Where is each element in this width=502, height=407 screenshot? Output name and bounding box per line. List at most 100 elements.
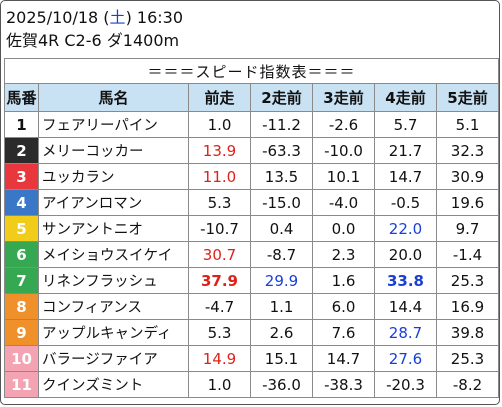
horse-name: アップルキャンディ	[38, 319, 189, 346]
5-races-ago-index: -8.2	[436, 371, 499, 398]
3-races-ago-index: -4.0	[312, 189, 375, 216]
4-races-ago-index: 14.4	[374, 293, 437, 320]
5-races-ago-index: 5.1	[436, 111, 499, 138]
2-races-ago-index: -8.7	[250, 241, 313, 268]
4-races-ago-index: -20.3	[374, 371, 437, 398]
horse-number: 6	[4, 241, 39, 268]
horse-name: リネンフラッシュ	[38, 267, 189, 294]
race-date: 2025/10/18 (	[6, 8, 110, 27]
3-races-ago-index: 1.6	[312, 267, 375, 294]
horse-number: 7	[4, 267, 39, 294]
horse-name: ユッカラン	[38, 163, 189, 190]
horse-number: 10	[4, 345, 39, 372]
2-races-ago-index: -63.3	[250, 137, 313, 164]
3-races-ago-index: 0.0	[312, 215, 375, 242]
horse-number: 5	[4, 215, 39, 242]
race-weekday: 土	[109, 8, 126, 27]
col-header-2-races-ago: 2走前	[250, 83, 313, 112]
4-races-ago-index: 33.8	[374, 267, 437, 294]
table-row: 6 メイショウスイケイ 30.7 -8.7 2.3 20.0 -1.4	[4, 241, 499, 268]
last-race-index: 5.3	[188, 189, 251, 216]
table-row: 4 アイアンロマン 5.3 -15.0 -4.0 -0.5 19.6	[4, 189, 499, 216]
4-races-ago-index: 20.0	[374, 241, 437, 268]
5-races-ago-index: -1.4	[436, 241, 499, 268]
speed-index-table: ＝＝＝スピード指数表＝＝＝ 馬番 馬名 前走 2走前 3走前 4走前 5走前 1…	[4, 58, 499, 398]
table-row: 10 バラージファイア 14.9 15.1 14.7 27.6 25.3	[4, 345, 499, 372]
last-race-index: 1.0	[188, 111, 251, 138]
5-races-ago-index: 30.9	[436, 163, 499, 190]
last-race-index: 1.0	[188, 371, 251, 398]
horse-number: 8	[4, 293, 39, 320]
2-races-ago-index: -11.2	[250, 111, 313, 138]
3-races-ago-index: -38.3	[312, 371, 375, 398]
horse-number: 1	[4, 111, 39, 138]
3-races-ago-index: -2.6	[312, 111, 375, 138]
horse-name: フェアリーパイン	[38, 111, 189, 138]
5-races-ago-index: 25.3	[436, 267, 499, 294]
table-row: 7 リネンフラッシュ 37.9 29.9 1.6 33.8 25.3	[4, 267, 499, 294]
horse-name: メリーコッカー	[38, 137, 189, 164]
horse-number: 9	[4, 319, 39, 346]
5-races-ago-index: 32.3	[436, 137, 499, 164]
col-header-number: 馬番	[4, 83, 39, 112]
horse-number: 2	[4, 137, 39, 164]
race-time: ) 16:30	[125, 8, 183, 27]
last-race-index: 37.9	[188, 267, 251, 294]
horse-number: 11	[4, 371, 39, 398]
last-race-index: 5.3	[188, 319, 251, 346]
2-races-ago-index: -15.0	[250, 189, 313, 216]
table-title: ＝＝＝スピード指数表＝＝＝	[4, 58, 499, 84]
4-races-ago-index: 5.7	[374, 111, 437, 138]
table-row: 2 メリーコッカー 13.9 -63.3 -10.0 21.7 32.3	[4, 137, 499, 164]
horse-name: メイショウスイケイ	[38, 241, 189, 268]
2-races-ago-index: 0.4	[250, 215, 313, 242]
4-races-ago-index: 21.7	[374, 137, 437, 164]
col-header-horse-name: 馬名	[38, 83, 189, 112]
last-race-index: 13.9	[188, 137, 251, 164]
4-races-ago-index: 22.0	[374, 215, 437, 242]
last-race-index: 30.7	[188, 241, 251, 268]
4-races-ago-index: 14.7	[374, 163, 437, 190]
race-info: 佐賀4R C2-6 ダ1400m	[6, 31, 180, 50]
2-races-ago-index: 2.6	[250, 319, 313, 346]
2-races-ago-index: 13.5	[250, 163, 313, 190]
col-header-last-race: 前走	[188, 83, 251, 112]
4-races-ago-index: -0.5	[374, 189, 437, 216]
2-races-ago-index: 15.1	[250, 345, 313, 372]
race-datetime: 2025/10/18 (土) 16:30	[6, 8, 183, 28]
3-races-ago-index: 6.0	[312, 293, 375, 320]
3-races-ago-index: 7.6	[312, 319, 375, 346]
5-races-ago-index: 19.6	[436, 189, 499, 216]
3-races-ago-index: 10.1	[312, 163, 375, 190]
2-races-ago-index: 1.1	[250, 293, 313, 320]
horse-number: 4	[4, 189, 39, 216]
5-races-ago-index: 9.7	[436, 215, 499, 242]
table-row: 3 ユッカラン 11.0 13.5 10.1 14.7 30.9	[4, 163, 499, 190]
5-races-ago-index: 39.8	[436, 319, 499, 346]
4-races-ago-index: 28.7	[374, 319, 437, 346]
horse-number: 3	[4, 163, 39, 190]
horse-name: クインズミント	[38, 371, 189, 398]
last-race-index: 14.9	[188, 345, 251, 372]
5-races-ago-index: 25.3	[436, 345, 499, 372]
last-race-index: -10.7	[188, 215, 251, 242]
table-header-row: 馬番 馬名 前走 2走前 3走前 4走前 5走前	[4, 83, 499, 112]
horse-name: アイアンロマン	[38, 189, 189, 216]
3-races-ago-index: 14.7	[312, 345, 375, 372]
horse-name: バラージファイア	[38, 345, 189, 372]
horse-name: コンフィアンス	[38, 293, 189, 320]
table-row: 9 アップルキャンディ 5.3 2.6 7.6 28.7 39.8	[4, 319, 499, 346]
horse-name: サンアントニオ	[38, 215, 189, 242]
col-header-3-races-ago: 3走前	[312, 83, 375, 112]
5-races-ago-index: 16.9	[436, 293, 499, 320]
table-row: 5 サンアントニオ -10.7 0.4 0.0 22.0 9.7	[4, 215, 499, 242]
3-races-ago-index: 2.3	[312, 241, 375, 268]
table-row: 8 コンフィアンス -4.7 1.1 6.0 14.4 16.9	[4, 293, 499, 320]
2-races-ago-index: 29.9	[250, 267, 313, 294]
table-title-row: ＝＝＝スピード指数表＝＝＝	[4, 58, 499, 84]
last-race-index: -4.7	[188, 293, 251, 320]
col-header-4-races-ago: 4走前	[374, 83, 437, 112]
2-races-ago-index: -36.0	[250, 371, 313, 398]
3-races-ago-index: -10.0	[312, 137, 375, 164]
